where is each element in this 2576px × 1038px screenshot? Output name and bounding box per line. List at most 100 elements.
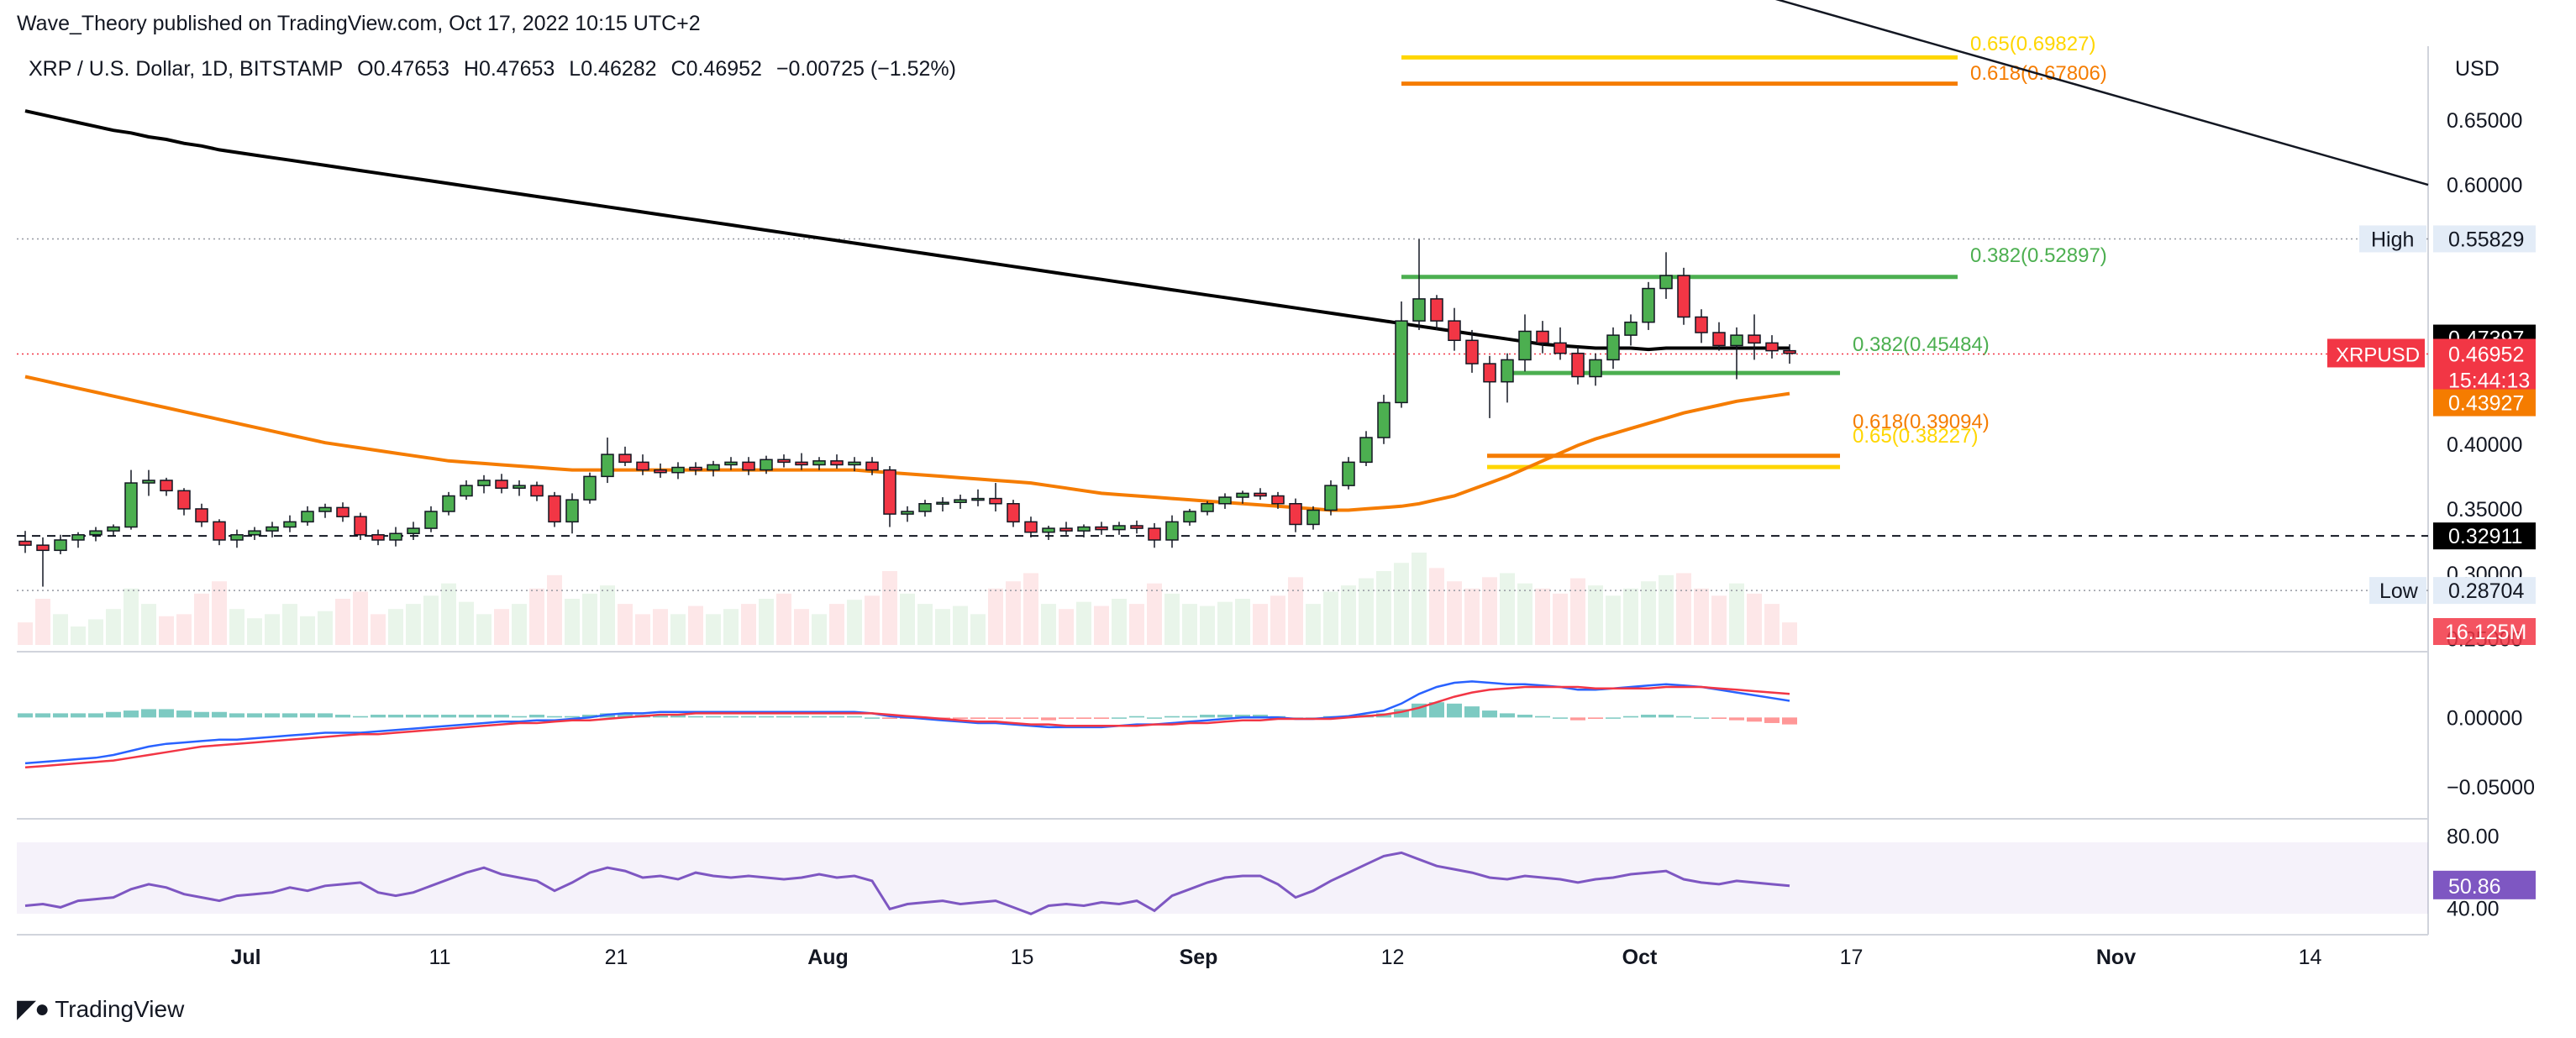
- candle-body: [707, 464, 720, 471]
- macd-histogram-bar: [35, 713, 50, 718]
- volume-bar: [229, 609, 244, 645]
- candle-body: [1553, 342, 1567, 354]
- volume-bar: [547, 574, 562, 645]
- macd-histogram-bar: [1164, 716, 1180, 718]
- tradingview-logo-icon: ◤●: [17, 995, 50, 1023]
- volume-bar: [600, 585, 615, 645]
- macd-histogram-bar: [829, 716, 844, 718]
- volume-bar: [35, 599, 50, 645]
- descending-trendline: [1774, 0, 2429, 186]
- volume-bar: [1094, 606, 1109, 645]
- macd-histogram-bar: [353, 716, 368, 718]
- volume-bar: [265, 614, 280, 645]
- volume-bar: [1164, 593, 1180, 645]
- tradingview-logo[interactable]: ◤● TradingView: [17, 994, 184, 1024]
- candle-body: [177, 490, 191, 510]
- candle-body: [1271, 495, 1285, 505]
- volume-bar: [282, 604, 297, 645]
- candle-body: [407, 527, 420, 535]
- volume-bar: [71, 626, 86, 645]
- macd-tick-label: 0.00000: [2447, 706, 2522, 730]
- macd-histogram-bar: [670, 715, 686, 718]
- macd-histogram-bar: [1447, 703, 1462, 718]
- macd-histogram-bar: [1059, 717, 1074, 719]
- macd-histogram-bar: [1659, 715, 1674, 718]
- volume-bar: [247, 618, 262, 645]
- volume-bar: [371, 614, 386, 645]
- candle-body: [248, 530, 261, 536]
- macd-histogram-bar: [229, 713, 244, 718]
- volume-bar: [988, 588, 1003, 645]
- time-tick-label: 11: [429, 946, 451, 969]
- macd-histogram-bar: [1747, 717, 1762, 722]
- macd-histogram-bar: [847, 716, 862, 718]
- volume-bar: [565, 599, 580, 645]
- macd-histogram-bar: [1535, 716, 1550, 718]
- candle-body: [636, 461, 649, 471]
- macd-histogram-bar: [1500, 713, 1515, 718]
- candle-body: [1765, 342, 1779, 352]
- legend-change: −0.00725 (−1.52%): [775, 57, 956, 81]
- macd-histogram-bar: [618, 713, 633, 718]
- candle-body: [1059, 527, 1073, 532]
- volume-value-text: 16.125M: [2445, 621, 2526, 644]
- price-axis: USD0.650000.600000.400000.350000.300000.…: [2327, 57, 2536, 651]
- volume-bar: [1570, 578, 1585, 645]
- macd-histogram-bar: [53, 713, 68, 718]
- time-tick-label: 15: [1011, 946, 1034, 969]
- volume-bar: [1676, 573, 1691, 645]
- legend-symbol[interactable]: XRP / U.S. Dollar, 1D, BITSTAMP: [29, 57, 344, 81]
- symbol-badge-text: XRPUSD: [2336, 343, 2420, 366]
- candle-body: [1077, 526, 1091, 532]
- candle-body: [1483, 363, 1496, 383]
- macd-histogram-bar: [1200, 715, 1215, 718]
- volume-bar: [406, 604, 421, 645]
- macd-signal-line: [24, 685, 1790, 769]
- candle-body: [89, 530, 103, 536]
- symbol-badge: [2327, 338, 2425, 368]
- volume-bar: [1112, 599, 1127, 645]
- volume-bar: [141, 604, 156, 645]
- macd-histogram-bar: [335, 715, 350, 718]
- volume-bar: [812, 614, 827, 645]
- volume-bar: [635, 614, 650, 645]
- candle-body: [442, 495, 455, 512]
- volume-bar: [847, 600, 862, 645]
- candle-body: [601, 453, 614, 478]
- volume-bar: [1535, 588, 1550, 645]
- macd-histogram-bar: [776, 716, 791, 718]
- time-tick-label: Sep: [1180, 946, 1218, 969]
- volume-bar: [1006, 581, 1021, 645]
- volume-bar: [653, 609, 668, 645]
- candle-body: [1306, 509, 1320, 526]
- candle-body: [1677, 275, 1690, 318]
- volume-bar: [1429, 568, 1444, 645]
- volume-bar: [1412, 553, 1427, 645]
- macd-histogram-bar: [653, 715, 668, 718]
- candle-body: [530, 485, 544, 497]
- macd-histogram-bar: [441, 715, 456, 718]
- candle-body: [1007, 503, 1020, 523]
- volume-bar: [212, 581, 227, 645]
- time-tick-label: 17: [1840, 946, 1864, 969]
- macd-histogram-bar: [1235, 715, 1250, 718]
- volume-bar: [124, 588, 139, 645]
- candle-body: [618, 453, 632, 464]
- macd-histogram-bar: [194, 711, 209, 718]
- macd-histogram-bar: [1076, 717, 1091, 719]
- legend-open: O0.47653: [357, 57, 449, 81]
- candle-body: [354, 516, 367, 536]
- volume-bar: [865, 595, 880, 645]
- candle-body: [1571, 352, 1585, 378]
- macd-histogram-bar: [865, 717, 880, 719]
- macd-histogram-bar: [459, 715, 474, 718]
- volume-bar: [1641, 581, 1656, 645]
- macd-histogram-bar: [565, 716, 580, 718]
- rsi-value-badge: [2433, 870, 2536, 899]
- volume-bar: [723, 609, 739, 645]
- macd-histogram-bar: [318, 713, 333, 718]
- macd-histogram-bar: [1676, 716, 1691, 718]
- candle-body: [1165, 521, 1179, 541]
